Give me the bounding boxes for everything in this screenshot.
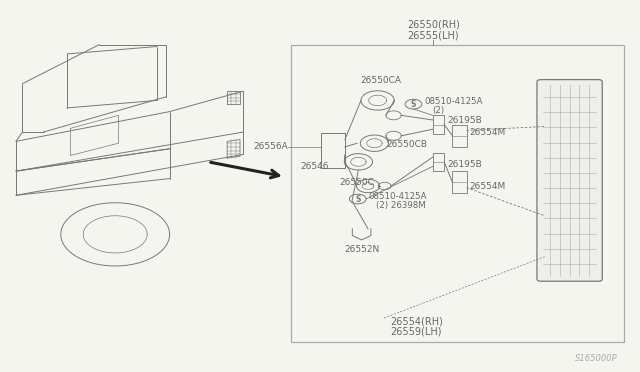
Text: 26552N: 26552N [344, 245, 380, 254]
Bar [452, 125, 467, 147]
Text: 26546: 26546 [301, 162, 330, 171]
Bar [321, 133, 345, 168]
Text: 26559(LH): 26559(LH) [390, 327, 442, 337]
Text: (2): (2) [432, 106, 444, 115]
Text: 08510-4125A: 08510-4125A [369, 192, 427, 201]
Text: S165000P: S165000P [575, 354, 618, 363]
Text: 26550(RH): 26550(RH) [407, 19, 460, 29]
Text: 26554M: 26554M [470, 128, 506, 137]
Text: S: S [411, 100, 416, 109]
FancyBboxPatch shape [537, 80, 602, 281]
Text: 26550C: 26550C [339, 178, 374, 187]
Text: 26550CB: 26550CB [386, 140, 427, 149]
Bar [433, 153, 444, 171]
Bar [452, 171, 467, 193]
Text: 26554(RH): 26554(RH) [390, 317, 444, 327]
Text: 26195B: 26195B [447, 160, 482, 169]
Text: 26554M: 26554M [470, 182, 506, 190]
Bar [291, 45, 624, 342]
Text: 26556A: 26556A [253, 142, 288, 151]
Text: S: S [355, 195, 360, 203]
Text: 26550CA: 26550CA [360, 76, 401, 85]
Text: 08510-4125A: 08510-4125A [424, 97, 483, 106]
Text: (2) 26398M: (2) 26398M [376, 201, 426, 210]
Text: 26555(LH): 26555(LH) [408, 31, 459, 40]
Text: 26195B: 26195B [447, 116, 482, 125]
Bar [433, 115, 444, 134]
